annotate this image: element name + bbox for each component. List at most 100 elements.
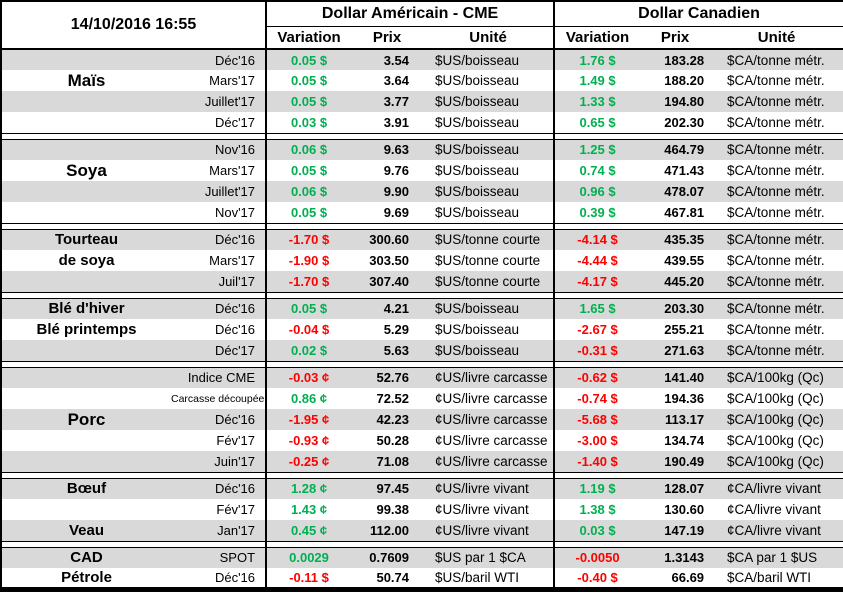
usd-variation: 0.45 ¢ xyxy=(266,520,352,541)
col-header-prix-cad: Prix xyxy=(640,26,711,50)
usd-price: 3.91 xyxy=(351,112,424,133)
cad-unit: $CA/tonne métr. xyxy=(710,319,843,340)
commodity-name: Blé d'hiver xyxy=(1,298,171,319)
cad-price: 202.30 xyxy=(640,112,711,133)
usd-price: 99.38 xyxy=(351,499,424,520)
commodity-row: Fév'17 -0.93 ¢ 50.28 ¢US/livre carcasse … xyxy=(1,430,843,451)
usd-price: 42.23 xyxy=(351,409,424,430)
cad-unit: $CA/tonne métr. xyxy=(710,271,843,292)
usd-variation: -1.70 $ xyxy=(266,229,352,250)
cad-variation: 1.49 $ xyxy=(554,70,641,91)
usd-price: 300.60 xyxy=(351,229,424,250)
cad-unit: $CA/tonne métr. xyxy=(710,250,843,271)
usd-unit: $US/boisseau xyxy=(423,160,556,181)
commodity-name xyxy=(1,499,171,520)
usd-unit: ¢US/livre carcasse xyxy=(423,409,556,430)
usd-price: 9.76 xyxy=(351,160,424,181)
contract-month: Déc'16 xyxy=(171,229,268,250)
commodity-name: Maïs xyxy=(1,70,171,91)
usd-price: 303.50 xyxy=(351,250,424,271)
cad-price: 439.55 xyxy=(640,250,711,271)
cad-variation: -4.14 $ xyxy=(554,229,641,250)
cad-price: 194.80 xyxy=(640,91,711,112)
commodity-name xyxy=(1,139,171,160)
usd-unit: $US/boisseau xyxy=(423,91,556,112)
cad-variation: -0.0050 xyxy=(554,547,641,568)
commodity-name: de soya xyxy=(1,250,171,271)
commodity-name xyxy=(1,451,171,472)
commodity-name xyxy=(1,181,171,202)
cad-variation: 1.25 $ xyxy=(554,139,641,160)
usd-unit: ¢US/livre vivant xyxy=(423,478,556,499)
contract-month: Déc'17 xyxy=(171,112,268,133)
cad-unit: $CA/tonne métr. xyxy=(710,91,843,112)
commodity-row: Juillet'17 0.06 $ 9.90 $US/boisseau 0.96… xyxy=(1,181,843,202)
commodity-row: Déc'17 0.03 $ 3.91 $US/boisseau 0.65 $ 2… xyxy=(1,112,843,133)
cad-unit: $CA/tonne métr. xyxy=(710,229,843,250)
usd-unit: ¢US/livre carcasse xyxy=(423,388,556,409)
contract-month: Déc'16 xyxy=(171,409,268,430)
usd-unit: ¢US/livre carcasse xyxy=(423,367,556,388)
commodity-name: Bœuf xyxy=(1,478,171,499)
usd-variation: 0.05 $ xyxy=(266,91,352,112)
usd-variation: 0.06 $ xyxy=(266,139,352,160)
commodity-row: Tourteau Déc'16 -1.70 $ 300.60 $US/tonne… xyxy=(1,229,843,250)
cad-unit: ¢CA/livre vivant xyxy=(710,478,843,499)
usd-unit: $US/boisseau xyxy=(423,298,556,319)
usd-variation: 0.05 $ xyxy=(266,70,352,91)
contract-month: SPOT xyxy=(171,547,268,568)
usd-unit: $US par 1 $CA xyxy=(423,547,556,568)
contract-month: Carcasse découpée xyxy=(171,388,268,409)
commodity-row: Nov'16 0.06 $ 9.63 $US/boisseau 1.25 $ 4… xyxy=(1,139,843,160)
cad-price: 128.07 xyxy=(640,478,711,499)
cad-price: 1.3143 xyxy=(640,547,711,568)
cad-variation: -0.31 $ xyxy=(554,340,641,361)
cad-price: 445.20 xyxy=(640,271,711,292)
commodity-name xyxy=(1,202,171,223)
col-header-variation-cad: Variation xyxy=(554,26,641,50)
usd-variation: 0.02 $ xyxy=(266,340,352,361)
col-header-unite-cad: Unité xyxy=(710,26,843,50)
usd-unit: $US/boisseau xyxy=(423,49,556,70)
usd-unit: $US/tonne courte xyxy=(423,271,556,292)
cad-price: 134.74 xyxy=(640,430,711,451)
commodity-row: Juil'17 -1.70 $ 307.40 $US/tonne courte … xyxy=(1,271,843,292)
cad-unit: $CA/100kg (Qc) xyxy=(710,451,843,472)
usd-variation: -1.90 $ xyxy=(266,250,352,271)
cad-variation: -4.44 $ xyxy=(554,250,641,271)
cad-variation: 1.76 $ xyxy=(554,49,641,70)
cad-price: 147.19 xyxy=(640,520,711,541)
usd-variation: 0.0029 xyxy=(266,547,352,568)
usd-variation: 0.05 $ xyxy=(266,202,352,223)
contract-month: Juil'17 xyxy=(171,271,268,292)
contract-month: Fév'17 xyxy=(171,430,268,451)
section-separator xyxy=(1,132,843,140)
usd-price: 112.00 xyxy=(351,520,424,541)
cad-variation: -0.74 $ xyxy=(554,388,641,409)
usd-unit: $US/boisseau xyxy=(423,112,556,133)
cad-price: 183.28 xyxy=(640,49,711,70)
group-header-usd: Dollar Américain - CME xyxy=(266,1,556,27)
cad-unit: $CA par 1 $US xyxy=(710,547,843,568)
cad-price: 141.40 xyxy=(640,367,711,388)
contract-month: Mars'17 xyxy=(171,160,268,181)
commodity-name xyxy=(1,271,171,292)
cad-variation: -5.68 $ xyxy=(554,409,641,430)
cad-price: 464.79 xyxy=(640,139,711,160)
usd-price: 3.64 xyxy=(351,70,424,91)
cad-price: 467.81 xyxy=(640,202,711,223)
usd-variation: 1.28 ¢ xyxy=(266,478,352,499)
cad-unit: ¢CA/livre vivant xyxy=(710,520,843,541)
usd-unit: $US/boisseau xyxy=(423,139,556,160)
commodity-row: Déc'16 0.05 $ 3.54 $US/boisseau 1.76 $ 1… xyxy=(1,49,843,70)
commodity-row: Carcasse découpée 0.86 ¢ 72.52 ¢US/livre… xyxy=(1,388,843,409)
commodity-row: Bœuf Déc'16 1.28 ¢ 97.45 ¢US/livre vivan… xyxy=(1,478,843,499)
cad-variation: 1.65 $ xyxy=(554,298,641,319)
usd-variation: 0.05 $ xyxy=(266,160,352,181)
section-separator xyxy=(1,360,843,368)
usd-price: 0.7609 xyxy=(351,547,424,568)
price-table: 14/10/2016 16:55 Dollar Américain - CME … xyxy=(0,0,843,592)
usd-variation: 0.05 $ xyxy=(266,49,352,70)
section-separator xyxy=(1,222,843,230)
cad-variation: -1.40 $ xyxy=(554,451,641,472)
